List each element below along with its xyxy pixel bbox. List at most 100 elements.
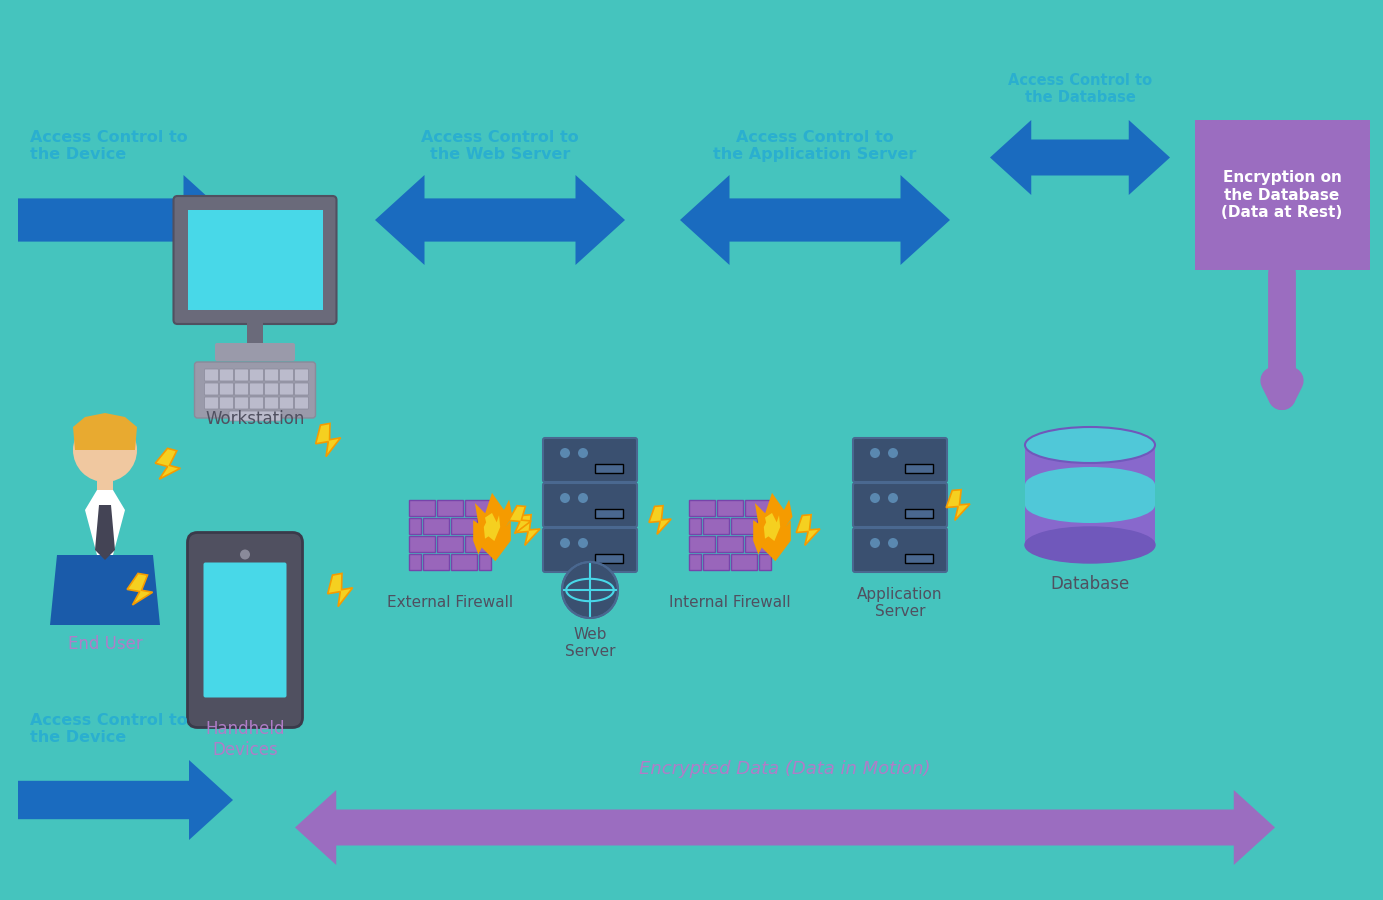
Circle shape bbox=[888, 493, 898, 503]
Polygon shape bbox=[73, 413, 137, 450]
Polygon shape bbox=[797, 515, 820, 545]
Circle shape bbox=[888, 448, 898, 458]
Text: Handheld
Devices: Handheld Devices bbox=[205, 720, 285, 759]
Polygon shape bbox=[127, 573, 152, 605]
Circle shape bbox=[560, 448, 570, 458]
FancyBboxPatch shape bbox=[264, 383, 278, 395]
Polygon shape bbox=[155, 448, 180, 479]
Ellipse shape bbox=[1025, 487, 1155, 523]
Circle shape bbox=[241, 550, 250, 560]
Circle shape bbox=[870, 538, 880, 548]
Polygon shape bbox=[295, 790, 1275, 865]
FancyBboxPatch shape bbox=[689, 536, 715, 552]
FancyBboxPatch shape bbox=[732, 554, 757, 570]
FancyBboxPatch shape bbox=[703, 518, 729, 534]
FancyBboxPatch shape bbox=[205, 369, 219, 381]
Circle shape bbox=[560, 493, 570, 503]
Polygon shape bbox=[18, 175, 232, 265]
FancyBboxPatch shape bbox=[409, 500, 436, 516]
Polygon shape bbox=[18, 760, 232, 840]
FancyBboxPatch shape bbox=[230, 411, 281, 421]
FancyBboxPatch shape bbox=[745, 536, 770, 552]
Ellipse shape bbox=[1025, 527, 1155, 563]
Text: Access Control to
the Application Server: Access Control to the Application Server bbox=[714, 130, 917, 162]
Ellipse shape bbox=[1025, 467, 1155, 503]
FancyBboxPatch shape bbox=[235, 383, 249, 395]
FancyBboxPatch shape bbox=[249, 397, 264, 409]
FancyBboxPatch shape bbox=[451, 518, 477, 534]
FancyBboxPatch shape bbox=[904, 554, 934, 563]
FancyBboxPatch shape bbox=[689, 518, 701, 534]
FancyBboxPatch shape bbox=[214, 343, 295, 361]
FancyBboxPatch shape bbox=[853, 528, 947, 572]
FancyBboxPatch shape bbox=[853, 483, 947, 527]
FancyBboxPatch shape bbox=[264, 397, 278, 409]
FancyBboxPatch shape bbox=[264, 369, 278, 381]
FancyBboxPatch shape bbox=[689, 500, 715, 516]
Text: Access Control to
the Device: Access Control to the Device bbox=[30, 713, 188, 745]
Polygon shape bbox=[328, 573, 353, 607]
Polygon shape bbox=[484, 513, 501, 541]
Text: External Firewall: External Firewall bbox=[387, 595, 513, 610]
FancyBboxPatch shape bbox=[437, 536, 463, 552]
Text: Internal Firewall: Internal Firewall bbox=[669, 595, 791, 610]
FancyBboxPatch shape bbox=[409, 554, 420, 570]
FancyBboxPatch shape bbox=[689, 554, 701, 570]
Circle shape bbox=[870, 448, 880, 458]
FancyBboxPatch shape bbox=[1025, 445, 1155, 545]
Polygon shape bbox=[84, 490, 124, 555]
Polygon shape bbox=[763, 513, 780, 541]
FancyBboxPatch shape bbox=[279, 397, 293, 409]
FancyBboxPatch shape bbox=[544, 483, 638, 527]
FancyBboxPatch shape bbox=[295, 397, 308, 409]
FancyBboxPatch shape bbox=[409, 536, 436, 552]
FancyBboxPatch shape bbox=[1195, 120, 1371, 270]
Text: Database: Database bbox=[1050, 575, 1130, 593]
FancyBboxPatch shape bbox=[205, 397, 219, 409]
Polygon shape bbox=[649, 506, 671, 535]
FancyBboxPatch shape bbox=[295, 369, 308, 381]
FancyBboxPatch shape bbox=[279, 383, 293, 395]
FancyBboxPatch shape bbox=[759, 554, 770, 570]
FancyBboxPatch shape bbox=[235, 369, 249, 381]
Text: Web
Server: Web Server bbox=[564, 627, 615, 660]
Text: Access Control to
the Database: Access Control to the Database bbox=[1008, 73, 1152, 105]
FancyBboxPatch shape bbox=[595, 554, 622, 563]
Circle shape bbox=[73, 418, 137, 482]
FancyBboxPatch shape bbox=[465, 536, 491, 552]
FancyBboxPatch shape bbox=[465, 500, 491, 516]
Polygon shape bbox=[315, 423, 340, 456]
Polygon shape bbox=[50, 555, 160, 625]
Text: End User: End User bbox=[68, 635, 142, 653]
FancyBboxPatch shape bbox=[745, 500, 770, 516]
Text: Encrypted Data (Data in Motion): Encrypted Data (Data in Motion) bbox=[639, 760, 931, 778]
FancyBboxPatch shape bbox=[205, 383, 219, 395]
FancyBboxPatch shape bbox=[235, 397, 249, 409]
FancyBboxPatch shape bbox=[423, 554, 449, 570]
FancyBboxPatch shape bbox=[479, 518, 491, 534]
FancyBboxPatch shape bbox=[703, 554, 729, 570]
FancyBboxPatch shape bbox=[195, 362, 315, 418]
Polygon shape bbox=[95, 505, 115, 560]
FancyBboxPatch shape bbox=[1025, 485, 1155, 505]
Circle shape bbox=[888, 538, 898, 548]
Text: Application
Server: Application Server bbox=[857, 587, 943, 619]
Bar bbox=[97, 480, 113, 510]
Polygon shape bbox=[754, 493, 792, 562]
Text: Access Control to
the Web Server: Access Control to the Web Server bbox=[422, 130, 579, 162]
FancyBboxPatch shape bbox=[479, 554, 491, 570]
FancyBboxPatch shape bbox=[759, 518, 770, 534]
Polygon shape bbox=[375, 175, 625, 265]
Circle shape bbox=[578, 493, 588, 503]
FancyBboxPatch shape bbox=[904, 509, 934, 518]
FancyBboxPatch shape bbox=[188, 210, 322, 310]
Bar bbox=[248, 320, 263, 345]
FancyBboxPatch shape bbox=[595, 464, 622, 473]
FancyBboxPatch shape bbox=[220, 383, 234, 395]
FancyBboxPatch shape bbox=[716, 536, 743, 552]
FancyBboxPatch shape bbox=[220, 369, 234, 381]
Polygon shape bbox=[509, 506, 531, 534]
FancyBboxPatch shape bbox=[544, 438, 638, 482]
Ellipse shape bbox=[1025, 427, 1155, 463]
FancyBboxPatch shape bbox=[904, 464, 934, 473]
